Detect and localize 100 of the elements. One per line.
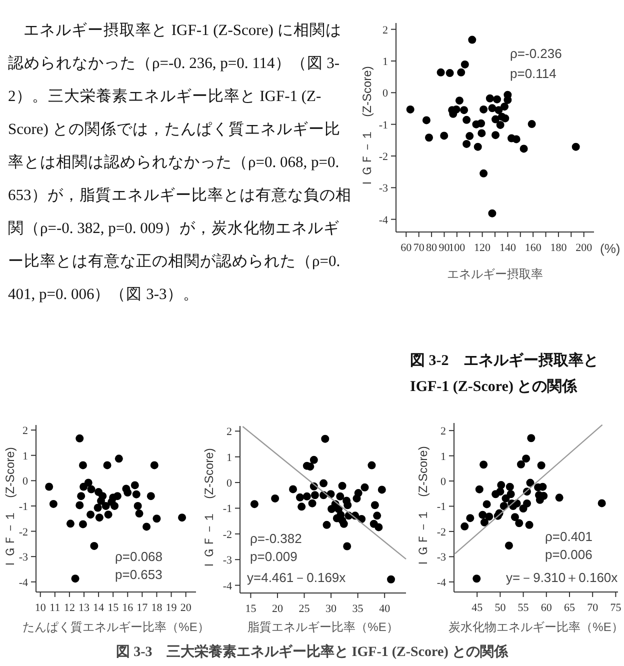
x-tick-label: 18 — [151, 602, 163, 614]
point — [478, 510, 487, 519]
point — [496, 488, 504, 496]
x-tick-label: 20 — [180, 602, 192, 614]
point — [343, 542, 352, 550]
point — [472, 574, 481, 583]
y-tick-label: -4 — [222, 580, 232, 592]
y-tick-label: -1 — [436, 501, 446, 514]
y-tick-label: 2 — [440, 426, 446, 438]
point — [525, 520, 534, 529]
y-tick-label: 0 — [440, 476, 446, 488]
point — [520, 144, 528, 153]
point — [515, 519, 524, 528]
y-tick-label: -3 — [436, 552, 446, 564]
point — [86, 510, 95, 519]
point — [527, 434, 536, 442]
point — [114, 454, 123, 463]
point — [406, 105, 414, 114]
x-tick-label: 17 — [136, 602, 148, 614]
point — [320, 479, 328, 488]
point — [425, 134, 433, 142]
x-tick-label: 30 — [326, 603, 338, 615]
point — [150, 461, 158, 470]
point — [132, 490, 140, 498]
point — [493, 95, 502, 104]
text: エネルギー摂取率と IGF-1 (Z-Score) に相関は認められなかった（ρ=-0. 236, p=0. 114）（図 3-2）。三大栄養素エネルギー比率と IGF-1 (Z-Score) との関係では，たんぱく質エネルギー比率とは相関は認められなかった（ρ=0. 068, p=0. 653）が，脂質エネルギー比率とは有意な負の相関（ρ=-0. 382, p=0. 009）が，炭水化物エネルギー比率とは有意な正の相関が認められた（ρ=0. 401, p=0. 006）（図 3-3）。 — [8, 22, 352, 303]
point — [103, 461, 112, 470]
y-tick-label: -4 — [18, 576, 28, 589]
x-tick-label: 11 — [50, 602, 60, 614]
point — [480, 460, 488, 469]
point — [152, 514, 161, 523]
point — [296, 493, 304, 502]
x-axis-title: 炭水化物エネルギー比率（%E） — [448, 620, 624, 634]
point — [474, 142, 482, 151]
point — [480, 105, 488, 114]
point — [526, 478, 534, 487]
point — [486, 94, 494, 102]
point — [302, 492, 311, 500]
point — [308, 499, 316, 508]
point — [373, 512, 382, 520]
y-axis-title: ＩＧＦ－１ (Z-Score) — [360, 66, 374, 189]
y-tick-label: 1 — [382, 56, 388, 68]
annotation: y=4.461－0.169x — [247, 570, 346, 585]
point — [84, 478, 92, 487]
point — [496, 120, 504, 129]
point — [516, 460, 525, 468]
point — [374, 523, 383, 532]
point — [436, 68, 445, 76]
point — [480, 169, 488, 178]
x-tick-label: 15 — [245, 603, 257, 615]
point — [494, 106, 503, 114]
point — [344, 501, 352, 510]
point — [488, 209, 496, 218]
y-tick-label: -2 — [378, 151, 388, 163]
point — [340, 520, 348, 528]
point — [78, 520, 87, 528]
point — [45, 482, 54, 491]
point — [336, 492, 344, 500]
point — [455, 96, 464, 105]
y-axis-title: ＩＧＦ－１ (Z-Score) — [3, 447, 17, 570]
point — [146, 492, 155, 500]
point — [500, 502, 508, 510]
x-tick-label: 180 — [550, 242, 568, 254]
point — [113, 492, 122, 500]
point — [360, 483, 369, 492]
x-tick-label: 10 — [34, 602, 46, 614]
y-tick-label: -2 — [18, 526, 28, 538]
x-tick-label: 13 — [78, 602, 90, 614]
annotation: p=0.006 — [545, 547, 592, 562]
point — [572, 142, 580, 151]
point — [501, 114, 510, 122]
y-tick-label: -3 — [18, 552, 28, 564]
point — [466, 514, 474, 522]
y-tick-label: -3 — [222, 554, 232, 567]
point — [310, 456, 318, 464]
x-tick-label: 15 — [108, 602, 120, 614]
point — [338, 482, 346, 490]
x-tick-label: 16 — [122, 602, 134, 614]
point — [457, 68, 466, 76]
point — [482, 500, 491, 508]
point — [90, 542, 98, 550]
point — [387, 575, 396, 584]
x-tick-label: 50 — [494, 602, 506, 614]
point — [522, 499, 531, 508]
x-tick-label: 20 — [272, 603, 284, 615]
point — [322, 520, 331, 529]
point — [271, 494, 280, 502]
point — [142, 522, 151, 531]
point — [506, 482, 514, 491]
text: 図 3-2 エネルギー摂取率と IGF-1 (Z-Score) との関係 — [410, 351, 600, 397]
x-tick-label: 14 — [93, 602, 105, 614]
point — [368, 461, 376, 470]
point — [49, 500, 58, 508]
point — [321, 434, 330, 443]
y-tick-label: 0 — [382, 88, 388, 100]
x-tick-label: 25 — [298, 603, 310, 615]
text: (%) — [600, 241, 620, 256]
x-tick-label: 12 — [64, 602, 75, 614]
point — [71, 574, 80, 583]
y-tick-label: 2 — [226, 426, 232, 438]
